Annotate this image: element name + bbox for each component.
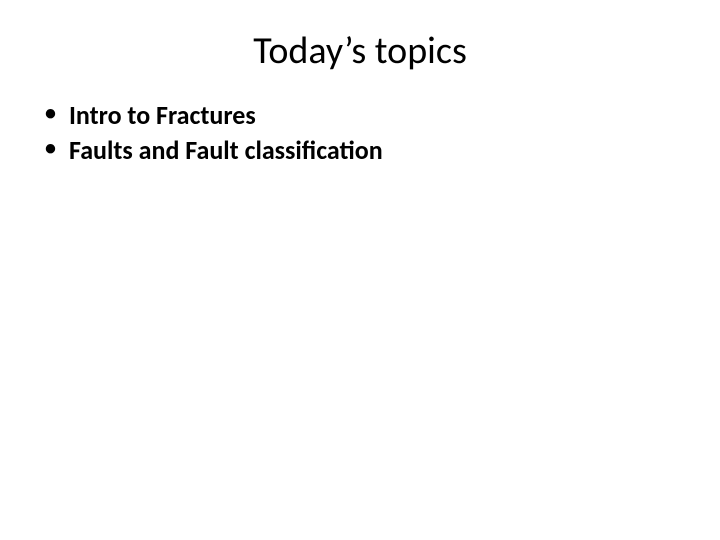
bullet-text: Faults and Fault classification xyxy=(69,134,383,166)
bullet-list: Intro to Fractures Faults and Fault clas… xyxy=(0,98,720,168)
bullet-text: Intro to Fractures xyxy=(69,99,256,131)
list-item: Faults and Fault classification xyxy=(45,133,720,168)
slide-title: Today’s topics xyxy=(0,0,720,98)
list-item: Intro to Fractures xyxy=(45,98,720,133)
